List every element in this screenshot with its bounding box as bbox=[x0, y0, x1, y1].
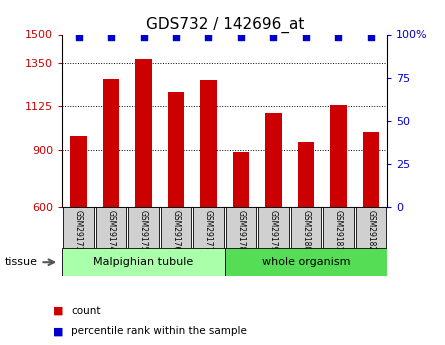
Point bbox=[368, 35, 375, 40]
Bar bbox=[226, 207, 256, 248]
Bar bbox=[363, 132, 379, 207]
Text: GSM29180: GSM29180 bbox=[301, 210, 311, 252]
Bar bbox=[135, 59, 152, 207]
Bar bbox=[168, 92, 184, 207]
Text: whole organism: whole organism bbox=[262, 257, 350, 267]
Bar bbox=[161, 207, 191, 248]
Point bbox=[173, 35, 180, 40]
Bar bbox=[233, 152, 249, 207]
Bar bbox=[265, 113, 282, 207]
Point bbox=[238, 35, 245, 40]
Bar bbox=[330, 106, 347, 207]
Point bbox=[108, 35, 115, 40]
Point bbox=[205, 35, 212, 40]
Text: GSM29181: GSM29181 bbox=[334, 210, 343, 252]
Bar bbox=[356, 207, 386, 248]
Bar bbox=[298, 142, 314, 207]
Bar bbox=[96, 207, 126, 248]
Text: GSM29178: GSM29178 bbox=[236, 210, 246, 252]
Text: GSM29179: GSM29179 bbox=[269, 210, 278, 252]
Title: GDS732 / 142696_at: GDS732 / 142696_at bbox=[146, 17, 304, 33]
Text: tissue: tissue bbox=[4, 257, 37, 267]
Bar bbox=[128, 207, 159, 248]
Point bbox=[303, 35, 310, 40]
Text: ■: ■ bbox=[53, 306, 64, 315]
Point bbox=[75, 35, 82, 40]
Bar bbox=[323, 207, 354, 248]
Bar bbox=[70, 136, 87, 207]
Bar bbox=[63, 207, 94, 248]
Text: Malpighian tubule: Malpighian tubule bbox=[93, 257, 194, 267]
Text: GSM29173: GSM29173 bbox=[74, 210, 83, 252]
Bar bbox=[103, 79, 119, 207]
Text: GSM29174: GSM29174 bbox=[106, 210, 116, 252]
Text: ■: ■ bbox=[53, 326, 64, 336]
Bar bbox=[258, 207, 289, 248]
Point bbox=[140, 35, 147, 40]
Point bbox=[335, 35, 342, 40]
Text: GSM29182: GSM29182 bbox=[366, 210, 376, 252]
Bar bbox=[62, 248, 225, 276]
Text: GSM29177: GSM29177 bbox=[204, 210, 213, 252]
Bar bbox=[291, 207, 321, 248]
Text: GSM29175: GSM29175 bbox=[139, 210, 148, 252]
Text: percentile rank within the sample: percentile rank within the sample bbox=[71, 326, 247, 336]
Bar bbox=[225, 248, 387, 276]
Text: GSM29176: GSM29176 bbox=[171, 210, 181, 252]
Point bbox=[270, 35, 277, 40]
Bar bbox=[193, 207, 224, 248]
Bar bbox=[200, 80, 217, 207]
Text: count: count bbox=[71, 306, 101, 315]
